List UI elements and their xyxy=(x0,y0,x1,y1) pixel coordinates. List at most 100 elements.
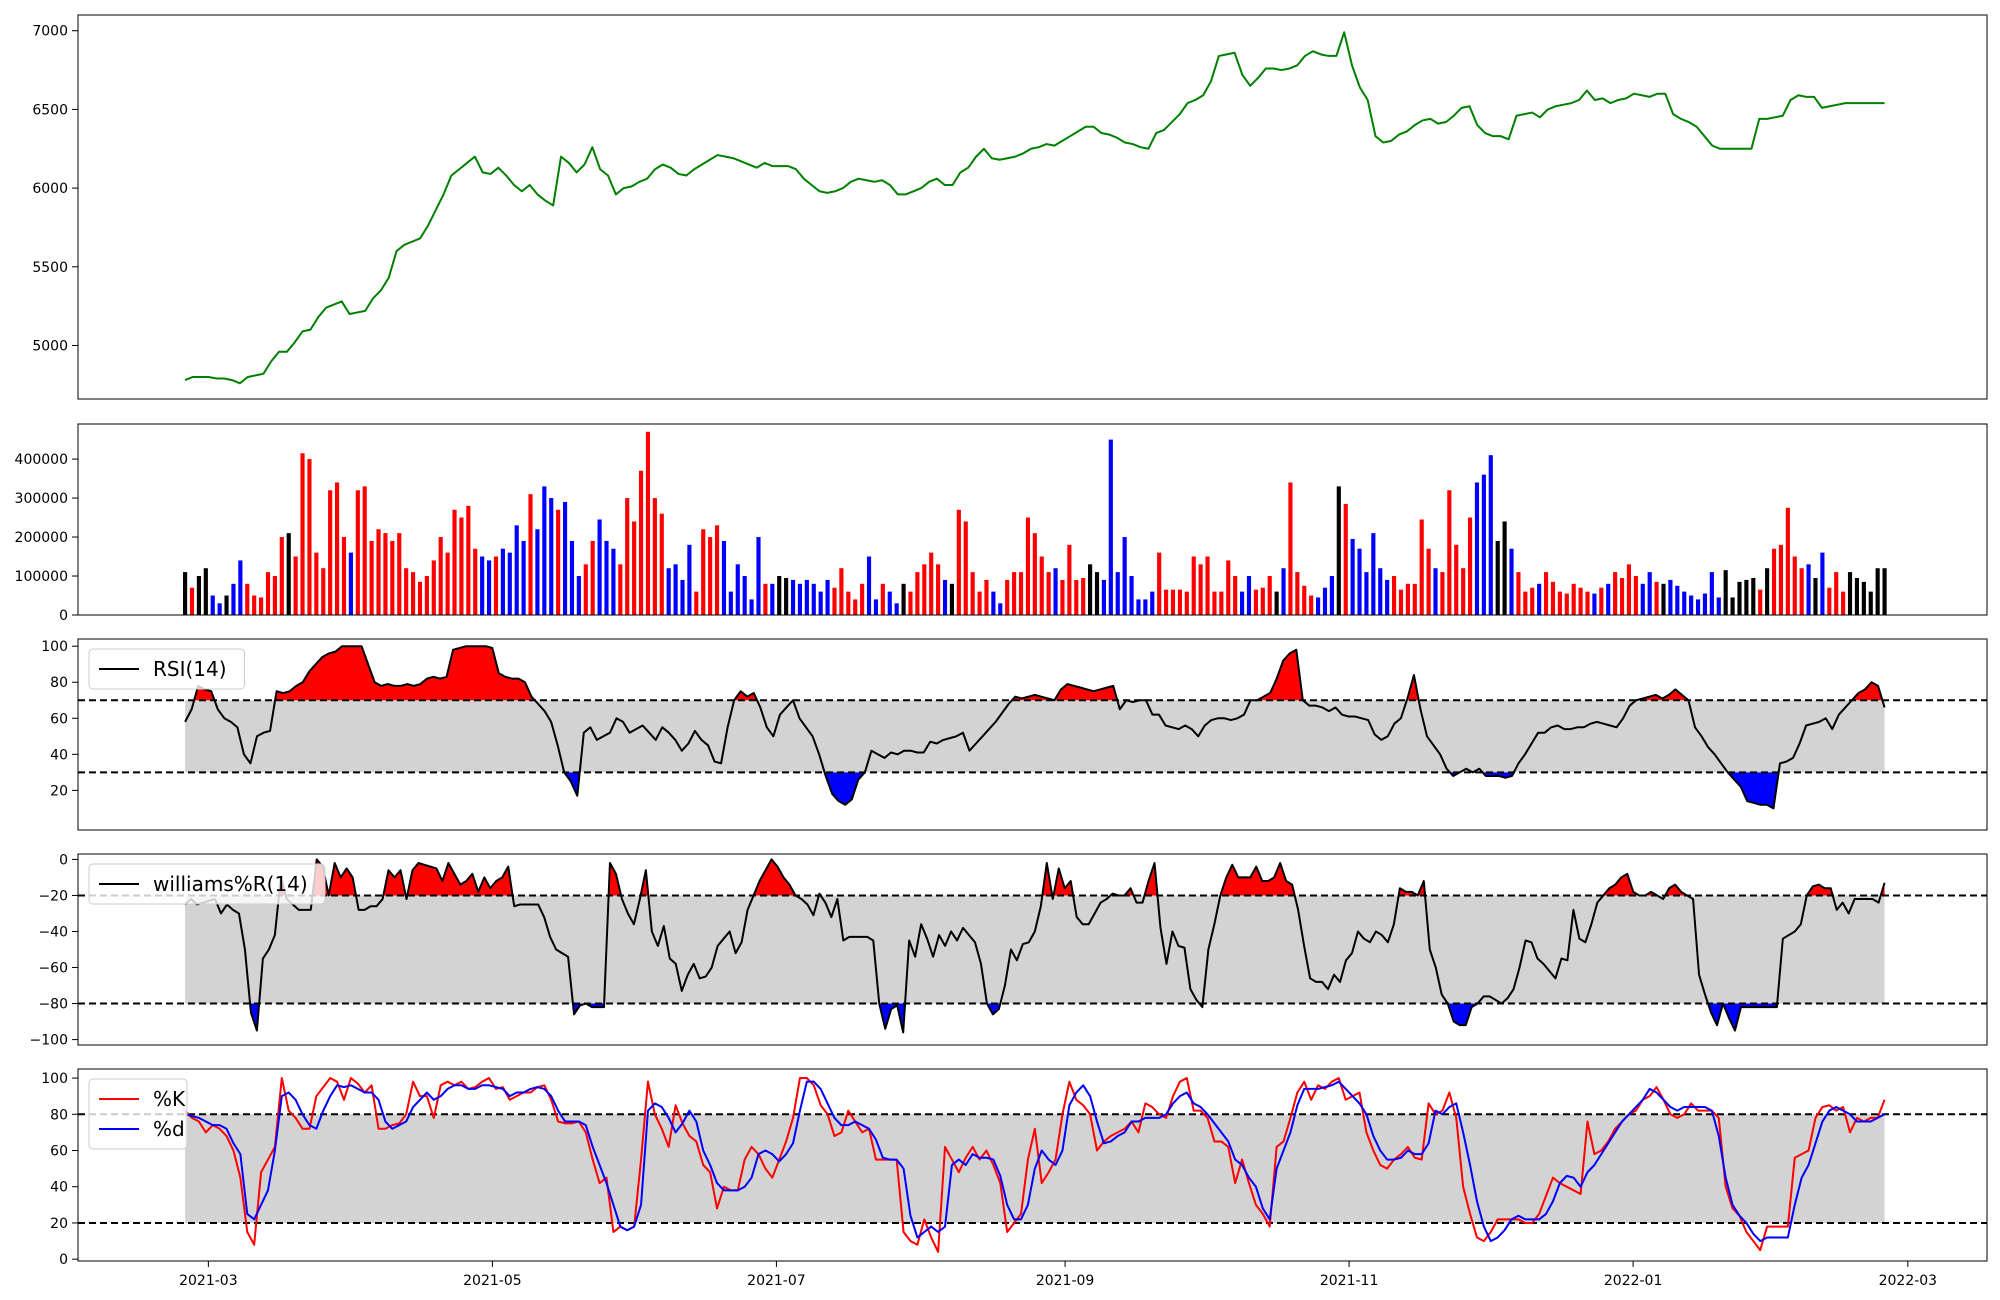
volume-bar xyxy=(1613,572,1618,615)
volume-bar xyxy=(1454,544,1459,615)
volume-bar xyxy=(1122,537,1127,615)
volume-bar xyxy=(279,537,284,615)
volume-bar xyxy=(742,576,747,615)
volume-bar xyxy=(417,581,423,615)
volume-bar xyxy=(1240,591,1245,615)
volume-bar xyxy=(1143,599,1148,615)
volume-bar xyxy=(217,603,222,615)
volume-bar xyxy=(1150,591,1155,615)
volume-bar xyxy=(1343,503,1348,615)
volume-bar xyxy=(424,576,429,615)
volume-bar xyxy=(1654,581,1659,615)
volume-bar xyxy=(590,540,595,615)
volume-bar xyxy=(486,560,492,615)
volume-bar xyxy=(1647,572,1652,615)
volume-bar xyxy=(1233,576,1238,615)
volume-bar xyxy=(1481,474,1486,615)
volume-bar xyxy=(1046,572,1051,615)
volume-bar xyxy=(804,579,809,615)
volume-bar xyxy=(1592,593,1597,615)
volume-bar xyxy=(1136,599,1141,615)
volume-bar xyxy=(376,529,381,615)
volume-bar xyxy=(238,560,243,615)
williams-ytick-label: 0 xyxy=(59,852,68,868)
volume-bar xyxy=(314,552,319,615)
volume-bar xyxy=(790,579,796,615)
volume-bar xyxy=(915,572,920,615)
volume-bar xyxy=(1025,517,1030,615)
volume-bar xyxy=(1205,556,1210,615)
volume-bar xyxy=(1778,544,1784,615)
volume-bar xyxy=(1412,583,1417,615)
rsi-ytick-label: 40 xyxy=(50,747,68,763)
volume-bar xyxy=(445,552,450,615)
stochastic-ytick-label: 80 xyxy=(50,1107,68,1123)
volume-bar xyxy=(411,572,416,615)
volume-bar xyxy=(956,509,961,615)
volume-bar xyxy=(1322,587,1328,615)
volume-bar xyxy=(1820,552,1825,615)
volume-bar xyxy=(203,568,208,615)
volume-bar xyxy=(832,587,837,615)
volume-bar xyxy=(1467,517,1473,615)
volume-bar xyxy=(1751,577,1756,615)
volume-bar xyxy=(1364,572,1369,615)
volume-bar xyxy=(210,595,215,615)
volume-bar xyxy=(763,583,768,615)
volume-bar xyxy=(1640,583,1645,615)
volume-bar xyxy=(1391,576,1397,615)
volume-bar xyxy=(991,591,996,615)
volume-bar xyxy=(1771,548,1777,615)
williams-band xyxy=(185,895,1885,1004)
williams-overbought-fill xyxy=(278,859,1885,896)
rsi-legend-box xyxy=(88,648,245,690)
volume-bar xyxy=(1716,597,1721,615)
price-frame xyxy=(77,14,1988,400)
stochastic-legend: %K %d xyxy=(88,1078,188,1150)
volume-bar xyxy=(1018,572,1024,615)
volume-bar xyxy=(1088,564,1093,615)
volume-bar xyxy=(369,540,374,615)
volume-bar xyxy=(1606,583,1611,615)
volume-bar xyxy=(708,537,713,615)
volume-bar xyxy=(355,490,360,615)
volume-bar xyxy=(604,540,609,615)
volume-bar xyxy=(1198,564,1203,615)
volume-bar xyxy=(1060,579,1065,615)
volume-bar xyxy=(1357,548,1362,615)
volume-bar xyxy=(998,603,1003,615)
volume-bar xyxy=(493,556,499,615)
williams-legend-box xyxy=(88,863,326,905)
volume-bar xyxy=(542,486,547,615)
price-line xyxy=(184,31,1885,385)
volume-bar xyxy=(286,533,291,615)
date-tick-label: 2022-01 xyxy=(1604,1273,1663,1289)
volume-bar xyxy=(1281,568,1286,615)
volume-ytick-label: 0 xyxy=(59,608,68,624)
volume-bar xyxy=(1509,548,1514,615)
volume-bar xyxy=(272,576,277,615)
volume-bar xyxy=(1882,568,1887,615)
volume-frame xyxy=(77,423,1988,616)
volume-bar xyxy=(231,583,236,615)
volume-bar xyxy=(1799,568,1804,615)
price-ytick-label: 5000 xyxy=(32,338,68,354)
volume-bar xyxy=(1219,591,1224,615)
volume-bar xyxy=(1101,579,1106,615)
volume-bar xyxy=(1861,581,1866,615)
volume-bar xyxy=(1695,599,1701,615)
volume-ytick-label: 300000 xyxy=(15,491,68,507)
volume-bar xyxy=(576,576,581,615)
volume-bar xyxy=(528,494,533,615)
volume-bar xyxy=(1419,519,1424,615)
williams-ytick-label: −100 xyxy=(30,1033,68,1049)
date-tick-label: 2022-03 xyxy=(1879,1273,1938,1289)
volume-bar xyxy=(735,564,740,615)
williams-ytick-label: −20 xyxy=(38,888,68,904)
volume-bar xyxy=(1288,482,1293,615)
volume-bar xyxy=(1523,591,1528,615)
rsi-legend: RSI(14) xyxy=(88,648,245,690)
volume-bar xyxy=(922,564,927,615)
volume-bar xyxy=(1868,591,1873,615)
volume-bar xyxy=(860,583,865,615)
